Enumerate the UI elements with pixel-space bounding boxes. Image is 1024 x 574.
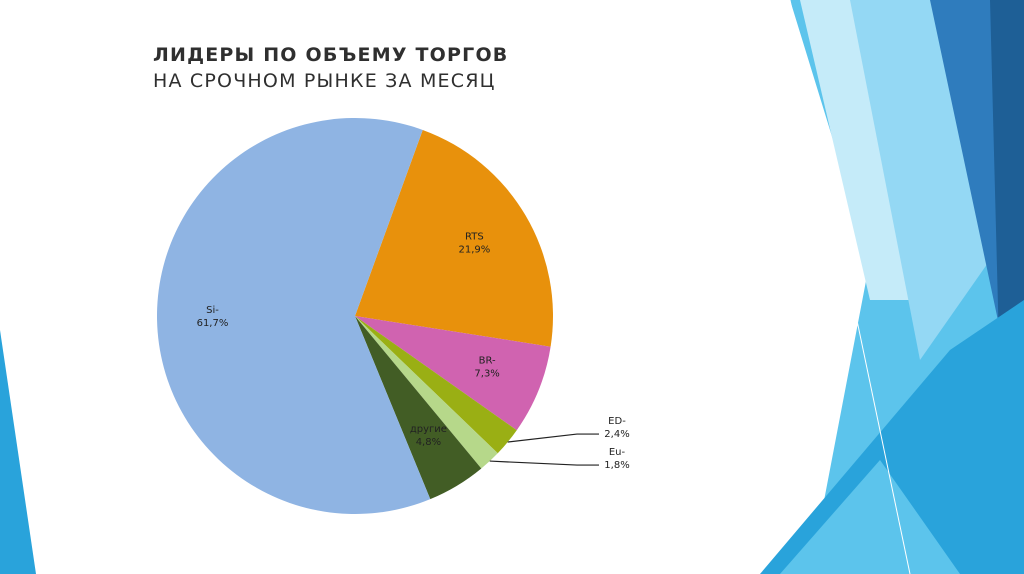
slice-name-label: RTS	[465, 232, 484, 243]
slice-value-label: 7,3%	[474, 369, 499, 380]
pie-slice-ed	[355, 316, 517, 454]
slice-name-label: BR-	[479, 356, 496, 367]
left-accent-shape	[0, 330, 36, 574]
right-bottom-panel	[760, 300, 1024, 574]
leader-line-eu	[489, 460, 599, 466]
leader-line-ed	[507, 433, 599, 443]
pie-slice-другие	[355, 316, 482, 500]
right-bottom-light	[780, 460, 960, 574]
slice-name-label: ED-	[608, 416, 626, 427]
slice-value-label: 1,8%	[604, 460, 629, 471]
chart-title: ЛИДЕРЫ ПО ОБЪЕМУ ТОРГОВ НА СРОЧНОМ РЫНКЕ…	[153, 42, 509, 94]
deco-line	[789, 0, 911, 574]
chart-title-line1: ЛИДЕРЫ ПО ОБЪЕМУ ТОРГОВ	[153, 44, 509, 66]
slice-value-label: 2,4%	[604, 429, 629, 440]
pie-slice-br	[355, 316, 551, 431]
slice-name-label: Si-	[206, 305, 219, 316]
slice-name-label: другие	[410, 424, 447, 435]
slice-value-label: 61,7%	[197, 318, 229, 329]
pie-slice-eu	[355, 316, 498, 469]
slice-value-label: 21,9%	[458, 245, 490, 256]
chart-title-line2: НА СРОЧНОМ РЫНКЕ ЗА МЕСЯЦ	[153, 70, 496, 92]
slice-name-label: Eu-	[609, 447, 626, 458]
slice-value-label: 4,8%	[416, 437, 441, 448]
pie-slice-rts	[355, 129, 553, 347]
pie-slice-si	[157, 117, 431, 515]
